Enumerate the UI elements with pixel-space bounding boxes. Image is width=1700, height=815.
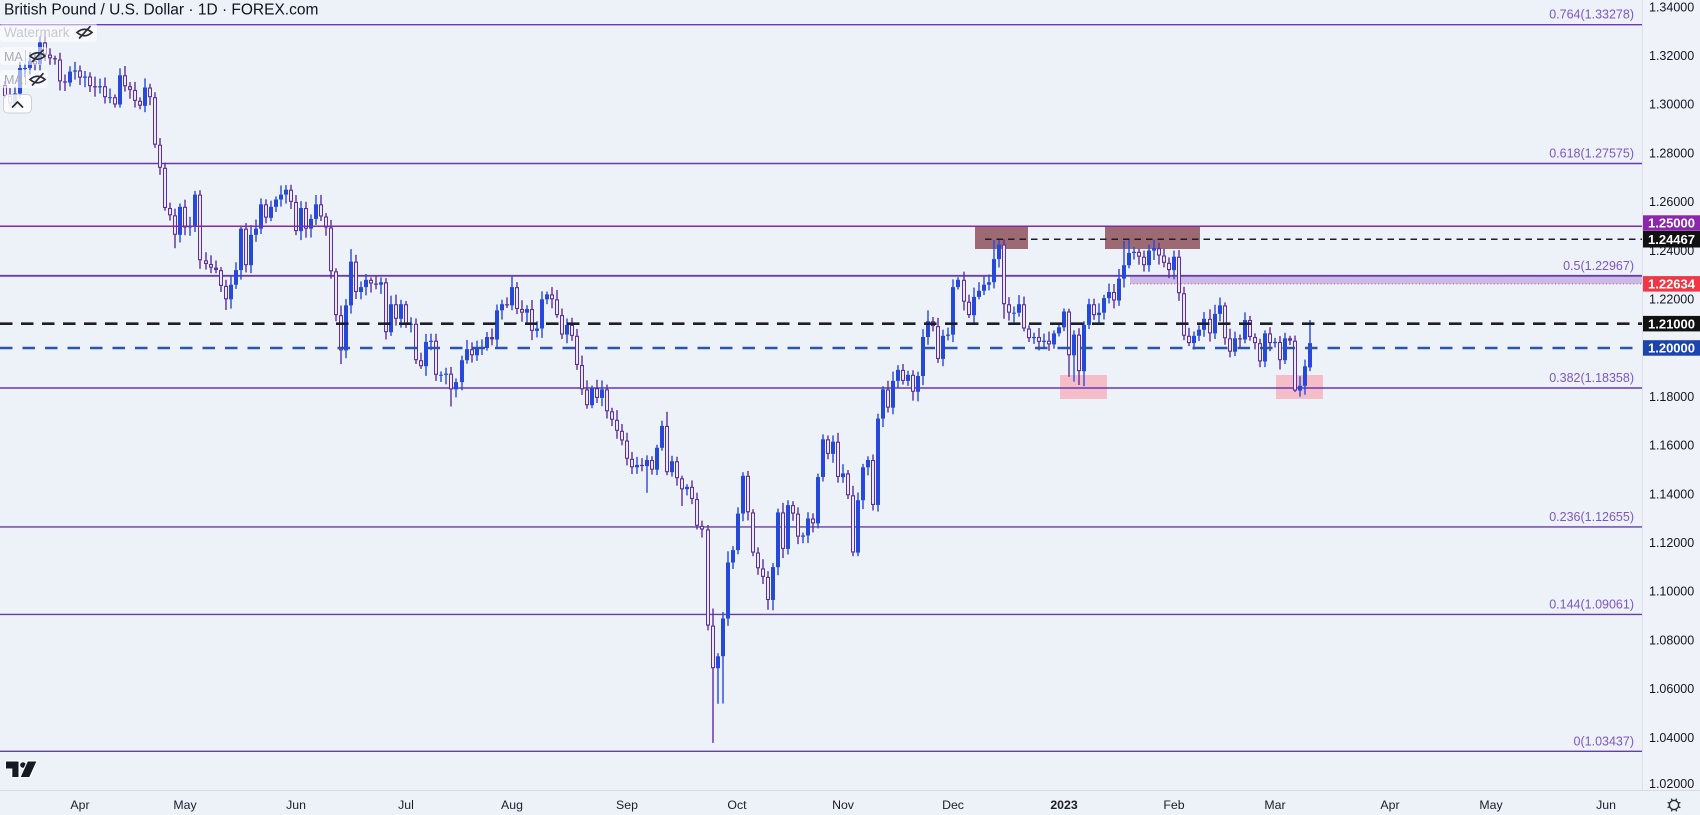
svg-text:May: May [173, 798, 197, 812]
svg-text:May: May [1479, 798, 1503, 812]
svg-text:MA: MA [4, 73, 23, 87]
svg-text:2023: 2023 [1050, 798, 1078, 812]
svg-text:0.144(1.09061): 0.144(1.09061) [1549, 597, 1634, 611]
svg-text:1.32000: 1.32000 [1649, 49, 1694, 63]
svg-text:0.764(1.33278): 0.764(1.33278) [1549, 8, 1634, 22]
svg-text:Mar: Mar [1264, 798, 1285, 812]
svg-text:1.25000: 1.25000 [1648, 216, 1695, 231]
svg-text:MA: MA [4, 50, 23, 64]
svg-text:1.16000: 1.16000 [1649, 439, 1694, 453]
svg-text:1.08000: 1.08000 [1649, 633, 1694, 647]
svg-text:Jun: Jun [1596, 798, 1616, 812]
svg-text:1.04000: 1.04000 [1649, 731, 1694, 745]
svg-text:Aug: Aug [501, 798, 523, 812]
svg-text:1.24467: 1.24467 [1648, 232, 1695, 247]
svg-text:0.382(1.18358): 0.382(1.18358) [1549, 371, 1634, 385]
svg-text:Jun: Jun [286, 798, 306, 812]
svg-text:1.28000: 1.28000 [1649, 146, 1694, 160]
svg-text:1.02000: 1.02000 [1649, 777, 1694, 791]
svg-text:1.30000: 1.30000 [1649, 98, 1694, 112]
svg-text:0.236(1.12655): 0.236(1.12655) [1549, 510, 1634, 524]
svg-text:1.18000: 1.18000 [1649, 390, 1694, 404]
svg-text:Oct: Oct [727, 798, 747, 812]
svg-text:Dec: Dec [942, 798, 964, 812]
svg-text:0.5(1.22967): 0.5(1.22967) [1563, 259, 1634, 273]
svg-text:British Pound / U.S. Dollar ·: British Pound / U.S. Dollar · 1D · FOREX… [4, 2, 318, 19]
svg-text:0(1.03437): 0(1.03437) [1574, 734, 1634, 748]
svg-text:1.20000: 1.20000 [1648, 341, 1695, 356]
svg-text:Feb: Feb [1163, 798, 1184, 812]
svg-text:Watermark: Watermark [4, 25, 70, 40]
svg-text:1.34000: 1.34000 [1649, 0, 1694, 14]
svg-text:1.22634: 1.22634 [1648, 277, 1696, 292]
svg-text:1.21000: 1.21000 [1648, 316, 1695, 331]
svg-text:Apr: Apr [1380, 798, 1399, 812]
svg-text:1.06000: 1.06000 [1649, 682, 1694, 696]
svg-text:0.618(1.27575): 0.618(1.27575) [1549, 147, 1634, 161]
svg-text:1.26000: 1.26000 [1649, 195, 1694, 209]
svg-text:1.14000: 1.14000 [1649, 487, 1694, 501]
svg-text:1.22000: 1.22000 [1649, 293, 1694, 307]
svg-text:1.12000: 1.12000 [1649, 536, 1694, 550]
svg-text:1.10000: 1.10000 [1649, 585, 1694, 599]
svg-text:Nov: Nov [832, 798, 855, 812]
svg-text:Jul: Jul [398, 798, 414, 812]
svg-text:Apr: Apr [70, 798, 89, 812]
svg-text:Sep: Sep [616, 798, 638, 812]
